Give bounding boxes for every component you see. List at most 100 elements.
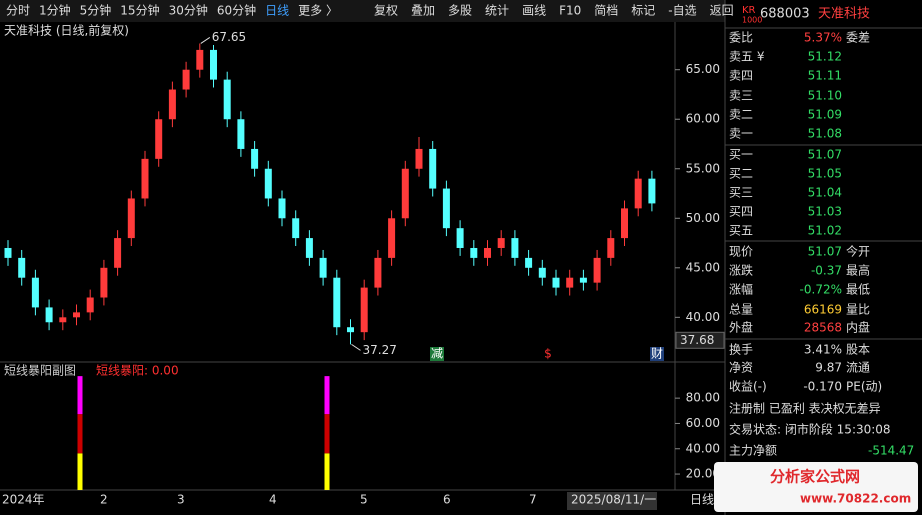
toolbar-button[interactable]: 多股 bbox=[448, 4, 472, 18]
candle-body bbox=[552, 277, 560, 288]
candle-body bbox=[305, 238, 313, 258]
candle-body bbox=[210, 49, 217, 80]
candle-body bbox=[86, 297, 94, 313]
candle-body bbox=[100, 267, 108, 298]
stock-name: 天准科技 bbox=[818, 7, 870, 22]
candle-body bbox=[429, 148, 437, 189]
quote-value: 51.08 bbox=[808, 127, 842, 141]
stock-code: 688003 bbox=[760, 7, 810, 22]
toolbar-button[interactable]: 画线 bbox=[522, 4, 546, 18]
quote-label2: 今开 bbox=[846, 244, 870, 259]
toolbar-button[interactable]: 返回 bbox=[710, 4, 734, 18]
signal-bar bbox=[77, 376, 83, 415]
date-box bbox=[567, 492, 657, 510]
x-label: 日线 bbox=[690, 493, 714, 507]
quote-label: 买五 bbox=[729, 224, 753, 238]
flow-value: -514.47 bbox=[868, 444, 914, 458]
quote-label2: 量比 bbox=[846, 303, 870, 317]
toolbar-button[interactable]: -自选 bbox=[668, 4, 696, 18]
y-tick-label: 65.00 bbox=[686, 62, 720, 76]
toolbar-button[interactable]: 复权 bbox=[374, 4, 398, 18]
quote-label: 委比 bbox=[729, 31, 753, 45]
x-label: 3 bbox=[177, 493, 185, 507]
candle-body bbox=[360, 287, 368, 333]
event-marker[interactable]: 减 bbox=[431, 347, 443, 361]
quote-value: 3.41% bbox=[804, 343, 842, 357]
quote-value: 51.02 bbox=[808, 224, 842, 238]
y-tick-label: 20.00 bbox=[686, 467, 720, 481]
candle-body bbox=[196, 49, 204, 70]
toolbar-button[interactable]: F10 bbox=[559, 4, 581, 18]
quote-label2: 最低 bbox=[846, 283, 870, 297]
candle-body bbox=[4, 247, 12, 258]
toolbar-tab[interactable]: 30分钟 bbox=[169, 3, 208, 18]
quote-label2: 内盘 bbox=[846, 320, 870, 335]
chart-title: 天准科技 (日线,前复权) bbox=[4, 23, 129, 38]
quote-label: 卖五 ¥ bbox=[729, 50, 765, 64]
event-marker-bg bbox=[430, 347, 444, 361]
quote-value: 5.37% bbox=[804, 31, 842, 45]
event-marker[interactable]: 财 bbox=[651, 347, 663, 361]
quote-value: -0.72% bbox=[800, 283, 842, 297]
toolbar-tab[interactable]: 5分钟 bbox=[80, 3, 112, 18]
toolbar-tab[interactable]: 分时 bbox=[6, 4, 30, 18]
x-label: 2025/08/11/一 bbox=[571, 493, 656, 507]
candle-body bbox=[607, 238, 615, 258]
candle-body bbox=[333, 277, 341, 328]
quote-label: 净资 bbox=[729, 361, 753, 375]
quote-label: 卖一 bbox=[729, 127, 753, 141]
toolbar-tab[interactable]: 日线 bbox=[265, 4, 289, 18]
candle-body bbox=[73, 312, 80, 318]
candle-body bbox=[141, 158, 149, 199]
price-annotation: 37.27 bbox=[363, 343, 397, 357]
quote-label2: 流通 bbox=[846, 361, 870, 375]
candle-body bbox=[511, 238, 519, 258]
toolbar-button[interactable]: 统计 bbox=[485, 4, 509, 18]
indicator-title: 短线暴阳副图 bbox=[4, 364, 76, 378]
cursor-price: 37.68 bbox=[680, 333, 714, 347]
quote-value: 51.12 bbox=[808, 50, 842, 64]
quote-label: 收益(-) bbox=[729, 380, 767, 394]
quote-label: 外盘 bbox=[729, 320, 753, 335]
candle-body bbox=[415, 148, 423, 169]
signal-bar bbox=[77, 414, 83, 454]
toolbar-button[interactable]: 标记 bbox=[631, 4, 655, 18]
candle-body bbox=[168, 89, 176, 120]
event-marker[interactable]: $ bbox=[544, 347, 552, 361]
candle-body bbox=[456, 228, 464, 248]
candle-body bbox=[579, 277, 587, 283]
toolbar-button[interactable]: 简档 bbox=[594, 4, 618, 18]
toolbar-tab[interactable]: 更多 〉 bbox=[298, 4, 338, 18]
quote-value: 51.05 bbox=[808, 167, 842, 181]
event-marker-bg bbox=[650, 347, 664, 361]
annotation-arrow bbox=[351, 343, 361, 351]
candle-body bbox=[18, 257, 26, 278]
toolbar bbox=[0, 0, 725, 22]
candle-body bbox=[442, 188, 450, 229]
quote-value: 51.10 bbox=[808, 89, 842, 103]
toolbar-tab[interactable]: 15分钟 bbox=[120, 3, 159, 18]
toolbar-tab[interactable]: 1分钟 bbox=[39, 3, 71, 18]
y-tick-label: 80.00 bbox=[686, 391, 720, 405]
candle-body bbox=[59, 317, 67, 323]
quote-value: 51.09 bbox=[808, 108, 842, 122]
quote-label: 卖二 bbox=[729, 108, 753, 122]
candle-body bbox=[182, 69, 190, 90]
y-tick-label: 60.00 bbox=[686, 112, 720, 126]
quote-value: 9.87 bbox=[815, 361, 842, 375]
x-label: 4 bbox=[269, 493, 277, 507]
candle-body bbox=[251, 148, 259, 169]
candle-body bbox=[538, 267, 546, 278]
candle-body bbox=[45, 307, 53, 323]
toolbar-button[interactable]: 叠加 bbox=[411, 4, 435, 18]
quote-value: 51.04 bbox=[808, 186, 842, 200]
quote-label: 买三 bbox=[729, 186, 753, 200]
badge bbox=[740, 5, 758, 25]
toolbar-tab[interactable]: 60分钟 bbox=[217, 3, 256, 18]
quote-value: 51.07 bbox=[808, 245, 842, 259]
candle-body bbox=[114, 238, 122, 268]
candle-body bbox=[593, 257, 601, 283]
quote-label: 买四 bbox=[729, 205, 753, 219]
quote-value: 51.07 bbox=[808, 148, 842, 162]
flow-label: 主力净额 bbox=[729, 444, 777, 458]
